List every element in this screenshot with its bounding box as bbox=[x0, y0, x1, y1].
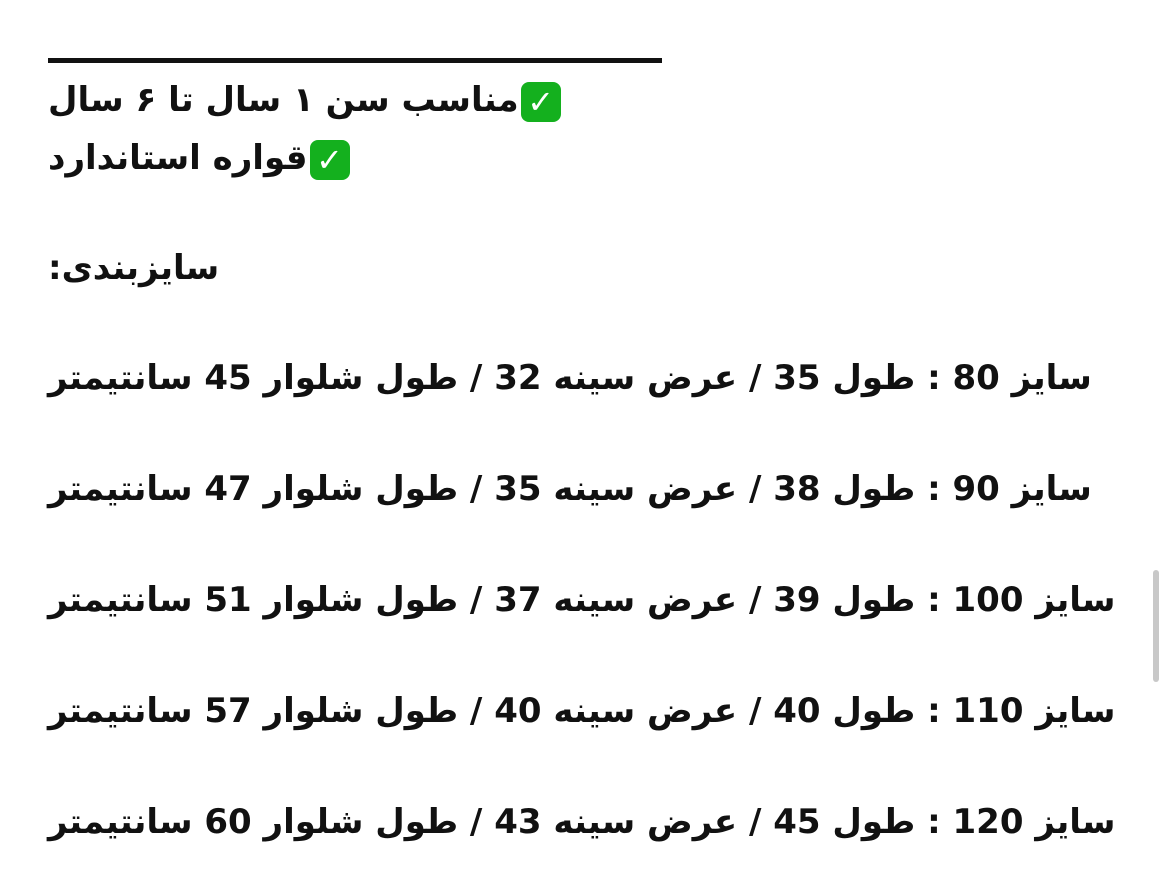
sizing-heading: سایزبندی: bbox=[48, 248, 220, 288]
check-mark-button-icon: ✓ bbox=[309, 139, 350, 180]
size-row: سایز 90 : طول 38 / عرض سینه 35 / طول شلو… bbox=[48, 469, 1092, 509]
size-row: سایز 100 : طول 39 / عرض سینه 37 / طول شل… bbox=[48, 580, 1116, 620]
feature-text: مناسب سن ۱ سال تا ۶ سال bbox=[48, 80, 519, 120]
size-row: سایز 80 : طول 35 / عرض سینه 32 / طول شلو… bbox=[48, 358, 1092, 398]
divider-line bbox=[48, 58, 662, 63]
feature-age-range: ✓مناسب سن ۱ سال تا ۶ سال bbox=[48, 76, 561, 124]
feature-standard-fit: ✓قواره استاندارد bbox=[48, 134, 350, 182]
check-mark-button-icon: ✓ bbox=[520, 81, 561, 122]
size-row: سایز 110 : طول 40 / عرض سینه 40 / طول شل… bbox=[48, 691, 1116, 731]
feature-text: قواره استاندارد bbox=[48, 138, 308, 178]
size-row: سایز 120 : طول 45 / عرض سینه 43 / طول شل… bbox=[48, 802, 1116, 842]
scrollbar[interactable] bbox=[1153, 570, 1159, 682]
